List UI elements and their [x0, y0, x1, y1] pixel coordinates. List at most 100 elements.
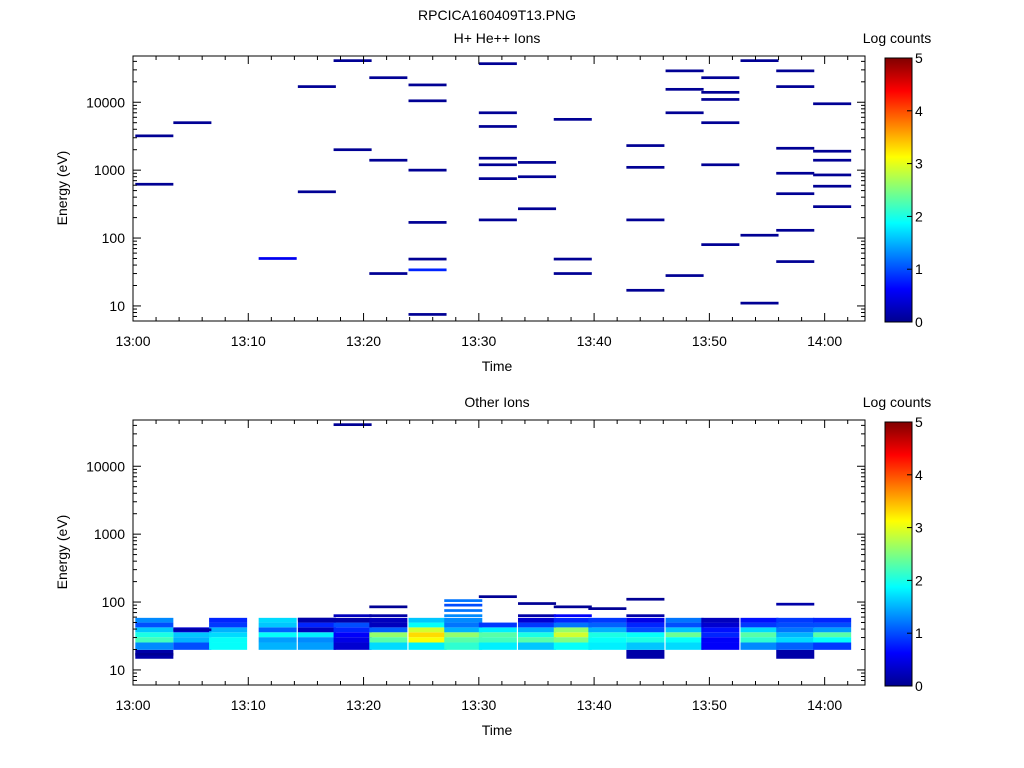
- x-tick-label: 13:10: [231, 333, 266, 349]
- heatmap-cell: [740, 642, 779, 650]
- y-axis: 10 100 1000 10000: [86, 424, 865, 686]
- heatmap-cell: [369, 627, 408, 633]
- heatmap-cell: [408, 83, 447, 87]
- heatmap-cell: [408, 632, 447, 638]
- colorbar-label: Log counts: [863, 394, 932, 410]
- heatmap-cell: [369, 158, 408, 162]
- y-axis: 10 100 1000 10000: [86, 60, 865, 322]
- heatmap-cell: [518, 207, 557, 211]
- heatmap-cell: [408, 642, 447, 650]
- heatmap-cell: [626, 637, 665, 643]
- heatmap-cell: [740, 622, 779, 628]
- heatmap-cell: [626, 649, 665, 659]
- heatmap-cell: [135, 632, 174, 638]
- heatmap-cell: [408, 627, 447, 633]
- heatmap-cell: [776, 642, 815, 650]
- y-tick-label: 10: [109, 662, 125, 678]
- heatmap-cells: [135, 423, 852, 659]
- heatmap-cell: [518, 617, 557, 623]
- x-tick-label: 13:30: [461, 333, 496, 349]
- x-tick-label: 14:00: [807, 697, 842, 713]
- heatmap-cell: [297, 190, 336, 194]
- y-tick-label: 1000: [94, 162, 125, 178]
- x-tick-label: 13:00: [115, 333, 150, 349]
- heatmap-cell: [553, 622, 592, 628]
- heatmap-cell: [478, 156, 517, 160]
- heatmap-cell: [588, 632, 627, 638]
- heatmap-cell: [444, 632, 483, 638]
- heatmap-cell: [813, 622, 852, 628]
- heatmap-cell: [258, 642, 297, 650]
- heatmap-cell: [297, 622, 336, 628]
- y-tick-label: 10: [109, 298, 125, 314]
- y-tick-label: 100: [102, 594, 126, 610]
- heatmap-cell: [444, 614, 483, 618]
- heatmap-cell: [701, 76, 740, 80]
- heatmap-cell: [333, 59, 372, 63]
- heatmap-cell: [776, 192, 815, 196]
- heatmap-cell: [701, 627, 740, 633]
- heatmap-cell: [518, 622, 557, 628]
- heatmap-cell: [333, 637, 372, 643]
- heatmap-cell: [478, 622, 517, 628]
- y-tick-label: 10000: [86, 94, 125, 110]
- heatmap-cell: [776, 171, 815, 175]
- heatmap-cell: [701, 243, 740, 246]
- heatmap-cell: [258, 632, 297, 638]
- x-tick-label: 14:00: [807, 333, 842, 349]
- heatmap-cell: [297, 632, 336, 638]
- heatmap-cell: [740, 301, 779, 305]
- heatmap-cell: [588, 627, 627, 633]
- heatmap-cell: [135, 642, 174, 650]
- heatmap-cell: [518, 614, 557, 618]
- heatmap-cell: [369, 622, 408, 628]
- heatmap-cell: [518, 175, 557, 179]
- heatmap-cell: [626, 144, 665, 147]
- heatmap-cell: [813, 158, 852, 162]
- heatmap-cell: [478, 125, 517, 128]
- heatmap-cell: [369, 272, 408, 275]
- heatmap-cell: [173, 628, 212, 632]
- heatmap-cell: [408, 622, 447, 628]
- heatmap-cell: [665, 632, 704, 638]
- heatmap-cell: [209, 627, 248, 633]
- heatmap-cell: [333, 617, 372, 623]
- heatmap-cell: [408, 99, 447, 103]
- heatmap-cell: [665, 622, 704, 628]
- heatmap-cell: [813, 627, 852, 633]
- heatmap-cell: [776, 260, 815, 263]
- colorbar-tick-label: 5: [915, 50, 923, 66]
- x-tick-label: 13:20: [346, 697, 381, 713]
- heatmap-cell: [173, 642, 212, 650]
- x-axis-label: Time: [482, 358, 513, 374]
- heatmap-cell: [626, 614, 665, 618]
- heatmap-cell: [173, 637, 212, 643]
- heatmap-cell: [297, 637, 336, 643]
- heatmap-cell: [444, 609, 483, 612]
- heatmap-cell: [369, 632, 408, 638]
- heatmap-cell: [776, 622, 815, 628]
- heatmap-cell: [553, 642, 592, 650]
- heatmap-cell: [478, 637, 517, 643]
- colorbar-tick-label: 3: [915, 156, 923, 172]
- plot-frame: [132, 55, 866, 322]
- heatmap-cell: [135, 134, 174, 138]
- heatmap-cell: [408, 268, 447, 272]
- heatmap-cell: [665, 87, 704, 91]
- colorbar-tick-label: 2: [915, 208, 923, 224]
- heatmap-cell: [173, 632, 212, 638]
- colorbar-tick-label: 1: [915, 261, 923, 277]
- heatmap-cell: [297, 85, 336, 88]
- heatmap-cell: [553, 637, 592, 643]
- heatmap-cell: [588, 617, 627, 623]
- page-title: RPCICA160409T13.PNG: [418, 7, 576, 23]
- heatmap-cell: [135, 652, 174, 656]
- heatmap-cell: [776, 228, 815, 232]
- heatmap-cell: [135, 627, 174, 633]
- x-tick-label: 13:40: [577, 697, 612, 713]
- heatmap-cells: [135, 59, 852, 316]
- heatmap-cell: [626, 617, 665, 623]
- heatmap-cell: [665, 111, 704, 115]
- x-tick-label: 13:30: [461, 697, 496, 713]
- colorbar-ticks: 0 1 2 3 4 5: [907, 414, 923, 694]
